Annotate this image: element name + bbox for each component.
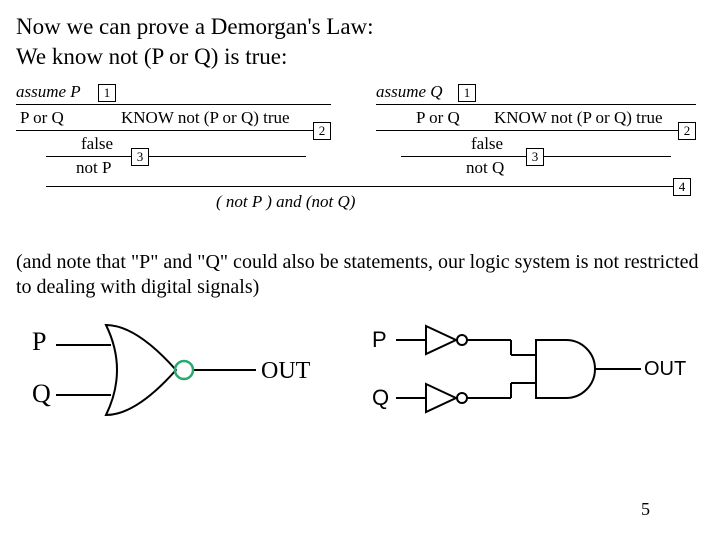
rule-line-3l <box>46 156 306 157</box>
not-q: not Q <box>466 158 504 178</box>
label-out-left: OUT <box>261 358 311 384</box>
assume-q: assume Q <box>376 82 443 102</box>
note-text: (and note that "P" and "Q" could also be… <box>16 250 704 300</box>
false-left: false <box>81 134 113 154</box>
nor-gate-diagram: P Q OUT <box>16 310 346 450</box>
p-or-q-left: P or Q <box>20 108 64 128</box>
not-p: not P <box>76 158 111 178</box>
step-3-right: 3 <box>526 148 544 166</box>
rule-line-1r <box>376 104 696 105</box>
know-right: KNOW not (P or Q) true <box>494 108 663 128</box>
rule-line-conclusion <box>46 186 691 187</box>
proof-diagram: assume P 1 P or Q KNOW not (P or Q) true… <box>16 82 704 242</box>
p-or-q-right: P or Q <box>416 108 460 128</box>
page-number: 5 <box>641 499 650 520</box>
step-3-left: 3 <box>131 148 149 166</box>
assume-p: assume P <box>16 82 81 102</box>
false-right: false <box>471 134 503 154</box>
label-q-left: Q <box>32 379 51 408</box>
rule-line-2l <box>16 130 331 131</box>
step-4: 4 <box>673 178 691 196</box>
step-1-left: 1 <box>98 84 116 102</box>
label-out-right: OUT <box>644 358 686 380</box>
not-and-diagram: P Q OUT <box>356 310 696 450</box>
label-p-right: P <box>372 327 387 352</box>
title-line-1: Now we can prove a Demorgan's Law: <box>16 12 704 42</box>
rule-line-2r <box>376 130 696 131</box>
conclusion: ( not P ) and (not Q) <box>216 192 355 212</box>
step-1-right: 1 <box>458 84 476 102</box>
label-p-left: P <box>32 327 46 356</box>
circuit-area: P Q OUT P Q OUT <box>16 310 704 470</box>
step-2-right: 2 <box>678 122 696 140</box>
know-left: KNOW not (P or Q) true <box>121 108 290 128</box>
rule-line-1l <box>16 104 331 105</box>
title-line-2: We know not (P or Q) is true: <box>16 42 704 72</box>
step-2-left: 2 <box>313 122 331 140</box>
label-q-right: Q <box>372 385 389 410</box>
